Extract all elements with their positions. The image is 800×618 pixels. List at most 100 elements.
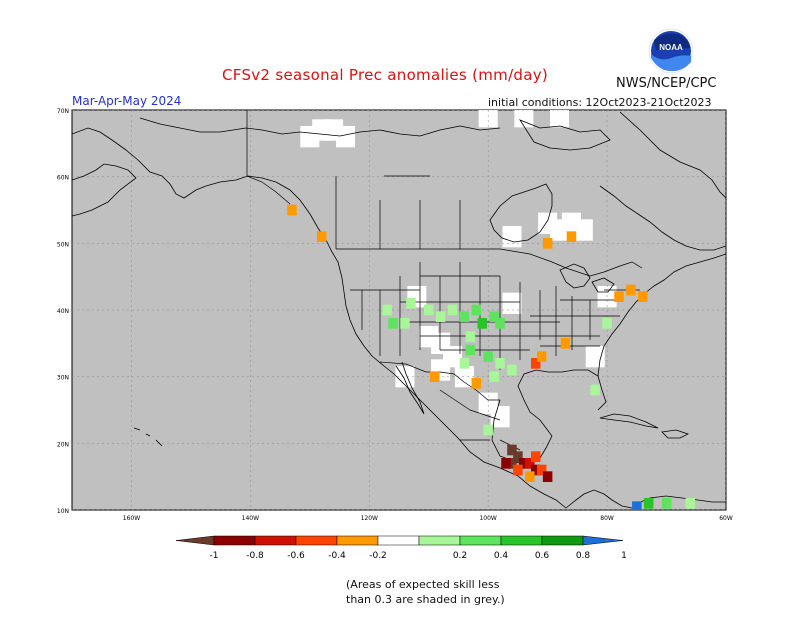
anomaly-cell (400, 318, 410, 329)
anomaly-cell (643, 498, 654, 509)
legend-tick-label: -0.8 (246, 551, 264, 561)
latitude-label: 20N (57, 441, 69, 448)
anomaly-cell (483, 424, 493, 436)
longitude-label: 100W (479, 515, 496, 522)
us-mexico-border (379, 361, 500, 401)
latitude-label: 40N (57, 308, 69, 315)
legend-tick-label: 0.4 (494, 551, 509, 561)
legend-swatch (500, 535, 543, 546)
alaska-canada-border (246, 110, 291, 205)
hawaii (133, 427, 163, 447)
anomaly-cell (406, 298, 416, 309)
longitude-label: 160W (123, 515, 140, 522)
anomaly-cell (287, 204, 297, 216)
legend-tick-label: 1 (621, 551, 627, 561)
legend-swatch (254, 535, 297, 546)
hudson-bay (489, 183, 553, 243)
initial-conditions: initial conditions: 12Oct2023-21Oct2023 (488, 96, 712, 109)
greenland-coast (619, 111, 726, 199)
legend-swatch (336, 535, 379, 546)
anomaly-cell (489, 371, 499, 382)
anomaly-cell (489, 311, 499, 322)
anomaly-cell (602, 318, 612, 329)
longitude-label: 120W (361, 515, 378, 522)
low-anomaly-cell (454, 366, 474, 388)
anomaly-cell (423, 304, 434, 316)
anomaly-cell (614, 291, 624, 302)
anomaly-cell (560, 338, 571, 349)
anomaly-cell (542, 238, 553, 249)
noaa-logo-text: NOAA (659, 43, 683, 52)
noaa-logo: NOAA (648, 28, 694, 74)
political-borders (246, 110, 643, 451)
anomaly-regions (287, 204, 696, 510)
anomaly-cell (542, 471, 553, 482)
anomaly-cell (507, 458, 517, 469)
anomaly-cell (465, 344, 476, 356)
organization-label: NWS/NCEP/CPC (616, 76, 717, 91)
anomaly-cell (382, 304, 392, 316)
anomaly-cell (530, 451, 541, 462)
low-anomaly-regions (300, 110, 617, 428)
anomaly-cell (513, 451, 523, 462)
anomaly-cell (525, 458, 535, 469)
mexico-states (439, 389, 521, 451)
anomaly-cell (483, 351, 493, 362)
anomaly-cell (477, 318, 487, 329)
skill-footnote: (Areas of expected skill less than 0.3 a… (346, 577, 505, 607)
longitude-label: 140W (242, 515, 259, 522)
anomaly-cell (566, 231, 577, 242)
anomaly-cell (638, 291, 648, 302)
anomaly-cell (590, 384, 600, 396)
anomaly-cell (435, 311, 446, 322)
arctic-islands (518, 119, 611, 151)
anomaly-cell (632, 501, 642, 510)
great-lakes (559, 263, 615, 293)
legend-swatch (459, 535, 502, 546)
chart-title: CFSv2 seasonal Prec anomalies (mm/day) (222, 66, 549, 84)
anomaly-cell (530, 358, 541, 369)
low-anomaly-cell (300, 126, 320, 148)
latitude-label: 70N (57, 108, 69, 115)
labrador-coast (599, 185, 726, 251)
legend-tick-label: 0.8 (576, 551, 591, 561)
anomaly-cell (465, 331, 476, 342)
longitude-labels: 160W 140W 120W 100W 80W 60W (123, 515, 733, 522)
low-anomaly-cell (490, 406, 510, 428)
season-label: Mar-Apr-May 2024 (72, 94, 182, 108)
anomaly-cell (519, 458, 529, 469)
cuba (599, 413, 659, 429)
anomaly-cell (316, 231, 327, 242)
low-anomaly-cell (478, 110, 498, 128)
latitude-label: 50N (57, 241, 69, 248)
low-anomaly-cell (514, 110, 534, 128)
legend-arrow-low (175, 535, 215, 546)
low-anomaly-cell (335, 126, 356, 148)
anomaly-cell (507, 364, 517, 376)
longitude-label: 60W (719, 515, 733, 522)
legend-arrow-high (582, 535, 624, 546)
us-canada-border (336, 248, 643, 277)
anomaly-cell (495, 318, 505, 329)
anomaly-cell (661, 498, 672, 509)
anomaly-cell (459, 311, 470, 322)
legend-tick-label: 0.6 (535, 551, 550, 561)
anomaly-cell (513, 464, 523, 476)
latitude-labels: 70N 60N 50N 40N 30N 20N 10N (57, 108, 69, 515)
anomaly-cell (501, 458, 511, 469)
legend-swatch (213, 535, 256, 546)
anomaly-cell (388, 318, 398, 329)
central-america (565, 489, 633, 509)
longitude-label: 80W (600, 515, 614, 522)
alaska-west-coast (72, 163, 137, 217)
anomaly-cell (530, 464, 541, 476)
anomaly-cell (471, 378, 482, 389)
legend-tick-label: -1 (210, 551, 219, 561)
footnote-line-1: (Areas of expected skill less (346, 578, 500, 591)
legend-tick-label: -0.2 (369, 551, 387, 561)
anomaly-cell (429, 371, 440, 382)
hispaniola (661, 429, 690, 439)
anomaly-cell (459, 358, 470, 369)
baja-coast (395, 361, 425, 415)
